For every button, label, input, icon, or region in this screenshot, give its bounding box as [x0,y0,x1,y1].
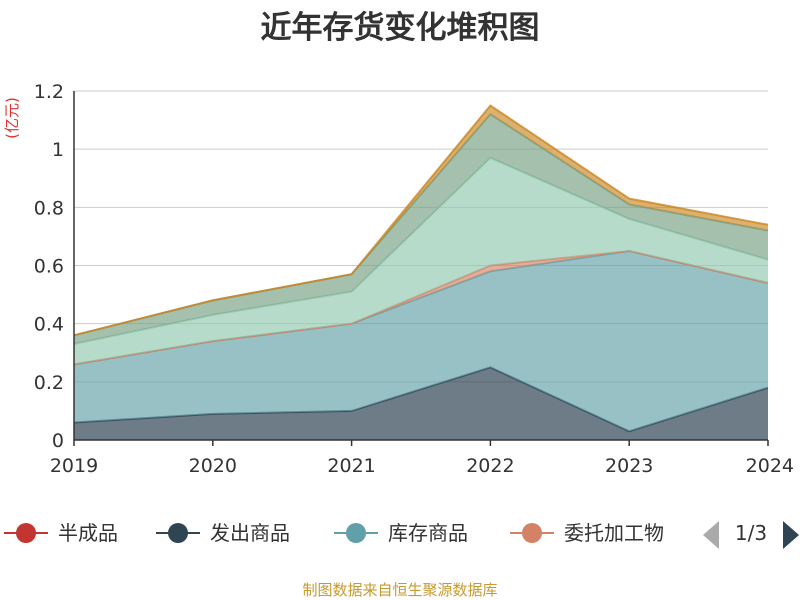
legend-label: 发出商品 [210,521,290,545]
x-tick-label: 2020 [189,455,237,477]
legend: 半成品 发出商品 库存商品 委托加工物 1/3 [4,521,799,549]
chart-title: 近年存货变化堆积图 [261,10,540,46]
legend-label: 半成品 [58,521,118,545]
legend-prev-page-icon[interactable] [703,521,719,549]
y-tick-label: 0.6 [34,256,64,278]
source-note: 制图数据来自恒生聚源数据库 [302,581,497,599]
legend-next-page-icon[interactable] [783,521,799,549]
area-series-layer [73,104,769,440]
y-tick-label: 0 [52,430,64,452]
area-series-line-1 [73,366,769,433]
legend-item-1[interactable]: 半成品 [4,521,118,545]
area-series-4 [74,157,768,365]
area-series-1 [74,367,768,440]
legend-swatch-dot [16,523,36,543]
legend-page-indicator: 1/3 [735,521,767,545]
x-tick-label: 2022 [466,455,514,477]
legend-label: 库存商品 [388,521,468,545]
area-series-line-4 [73,156,769,346]
x-tick-label: 2024 [746,455,794,477]
area-series-5 [74,114,768,345]
y-tick-label: 0.4 [34,314,64,336]
area-series-2 [74,250,768,432]
legend-item-3[interactable]: 库存商品 [334,521,468,545]
x-tick-label: 2019 [50,455,98,477]
x-tick-label: 2021 [327,455,375,477]
legend-item-2[interactable]: 发出商品 [156,521,290,545]
legend-swatch-dot [522,523,542,543]
y-tick-label: 0.8 [34,197,64,219]
legend-item-4[interactable]: 委托加工物 [510,521,664,545]
y-tick-label: 0.2 [34,372,64,394]
legend-label: 委托加工物 [564,521,664,545]
y-axis-label: (亿元) [3,97,21,139]
x-tick-label: 2023 [605,455,653,477]
legend-swatch-dot [346,523,366,543]
area-series-line-6 [73,104,769,337]
axes: 2019 2020 2021 2022 2023 2024 [50,91,794,477]
legend-swatch-dot [168,523,188,543]
y-tick-label: 1.2 [34,81,64,103]
y-tick-label: 1 [52,139,64,161]
